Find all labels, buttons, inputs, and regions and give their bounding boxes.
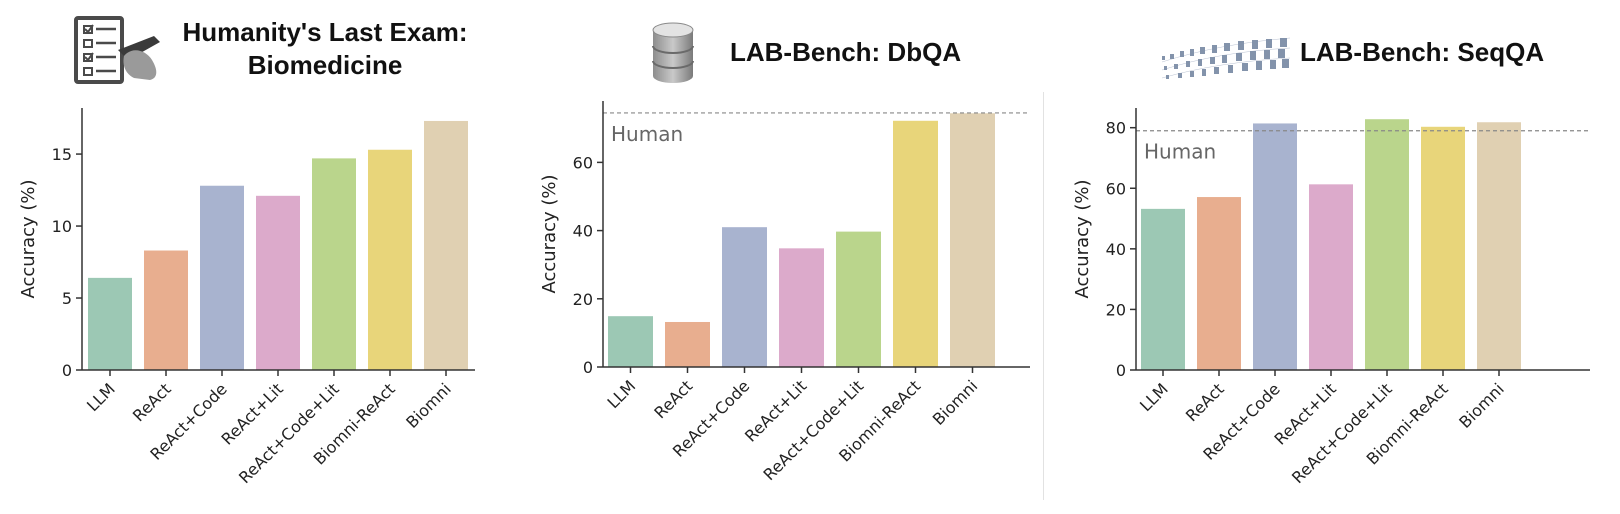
bar-biomni-react [368,149,412,370]
bar-react-code [200,185,244,370]
y-tick-label: 0 [62,361,72,380]
bar-biomni [1477,122,1521,370]
y-tick-label: 40 [573,222,593,241]
chart-panel-dbqa: LAB-Bench: DbQA Human 0 20 40 60 Accuracy (%)… [539,0,1040,514]
checklist-icon [74,16,166,89]
y-tick-label: 15 [52,145,72,164]
chart-title: LAB-Bench: SeqQA [1300,37,1545,67]
bar-react-lit [1309,184,1353,370]
x-tick-label: Biomni [1455,379,1508,432]
bar-react-code [722,227,767,367]
y-tick-label: 0 [1116,361,1126,380]
bar-biomni [424,120,468,370]
bar-react [665,321,710,367]
y-tick-label: 60 [573,153,593,172]
bar-biomni [950,113,995,368]
x-tick-label: ReAct+Code+Lit [1288,379,1396,487]
y-tick-label: 40 [1106,240,1126,259]
x-tick-label: Biomni [402,379,455,432]
bar-react-code [1253,123,1297,371]
bar-react-code-lit [1365,119,1409,370]
bar-react-code-lit [836,231,881,367]
y-tick-label: 0 [583,358,593,377]
bar-react-lit [256,195,300,370]
y-tick-label: 20 [573,290,593,309]
y-axis-label: Accuracy (%) [18,179,39,298]
dna-sequence-icon [1158,36,1294,87]
x-tick-label: ReAct+Code+Lit [760,376,868,484]
bar-llm [88,277,132,370]
bar-react-code-lit [312,158,356,370]
y-tick-label: 5 [62,289,72,308]
bar-chart: Human 0 20 40 60 80 Accuracy (%) LLM ReAct ReAct+… [1072,108,1590,487]
panel-divider [1043,92,1044,500]
chart-title: LAB-Bench: DbQA [730,37,962,67]
y-tick-label: 80 [1106,119,1126,138]
y-axis-label: Accuracy (%) [1072,179,1093,298]
bar-biomni-react [1421,126,1465,370]
chart-title: Humanity's Last Exam: Biomedicine [182,17,468,80]
bar-react [1197,197,1241,370]
x-tick-label: LLM [1136,379,1172,415]
x-tick-label: ReAct [129,379,175,425]
database-icon [650,20,696,91]
human-baseline-label: Human [1144,140,1216,164]
y-axis-label: Accuracy (%) [539,174,560,293]
chart-panel-seqqa: LAB-Bench: SeqQA Human 0 20 40 60 80 Accuracy … [1072,0,1620,514]
y-tick-label: 10 [52,217,72,236]
x-tick-label: ReAct [650,376,696,422]
chart-panel-hle: Humanity's Last Exam: Biomedicine 0 5 10 15… [0,0,520,514]
bar-chart: Human 0 20 40 60 Accuracy (%) LLM ReAct ReAct+Co… [539,101,1030,484]
x-tick-label: ReAct [1182,379,1228,425]
x-tick-label: LLM [604,376,640,412]
bar-llm [608,316,653,367]
y-tick-label: 60 [1106,179,1126,198]
y-tick-label: 20 [1106,300,1126,319]
bar-biomni-react [893,120,938,368]
x-tick-label: LLM [83,379,119,415]
human-baseline-label: Human [611,122,683,146]
bar-react-lit [779,248,824,367]
x-tick-label: Biomni [929,376,982,429]
bar-react [144,250,188,370]
x-tick-label: ReAct+Code+Lit [235,379,343,487]
bar-llm [1141,208,1185,370]
